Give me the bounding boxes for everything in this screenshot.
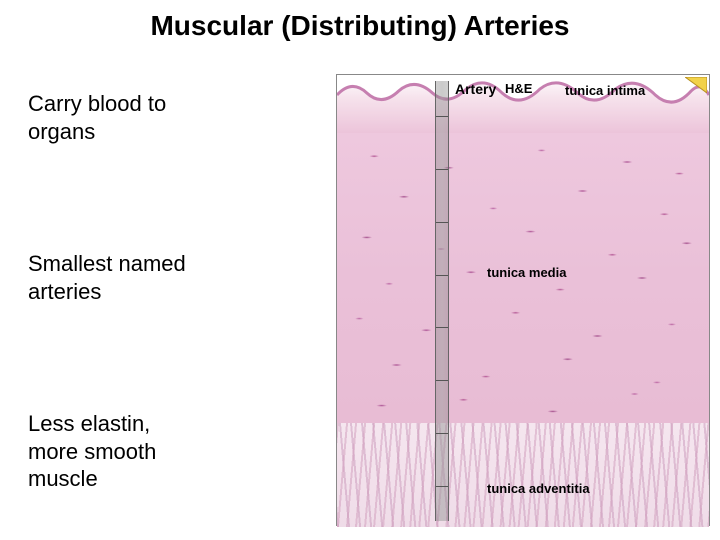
slide-title: Muscular (Distributing) Arteries [0,10,720,42]
layer-tunica-adventitia [337,423,709,527]
corner-flag-icon [685,77,707,93]
label-tunica-media: tunica media [487,265,566,280]
scale-bar [435,81,449,521]
figure-stain-label: H&E [505,81,532,96]
bullet-less-elastin: Less elastin,more smoothmuscle [28,410,156,493]
bullet-smallest-named: Smallest namedarteries [28,250,186,305]
label-tunica-adventitia: tunica adventitia [487,481,590,496]
bullet-carry-blood: Carry blood toorgans [28,90,166,145]
histology-figure: Artery H&E tunica intima tunica media tu… [336,74,710,526]
label-tunica-intima: tunica intima [565,83,645,98]
figure-heading: Artery [455,81,496,97]
